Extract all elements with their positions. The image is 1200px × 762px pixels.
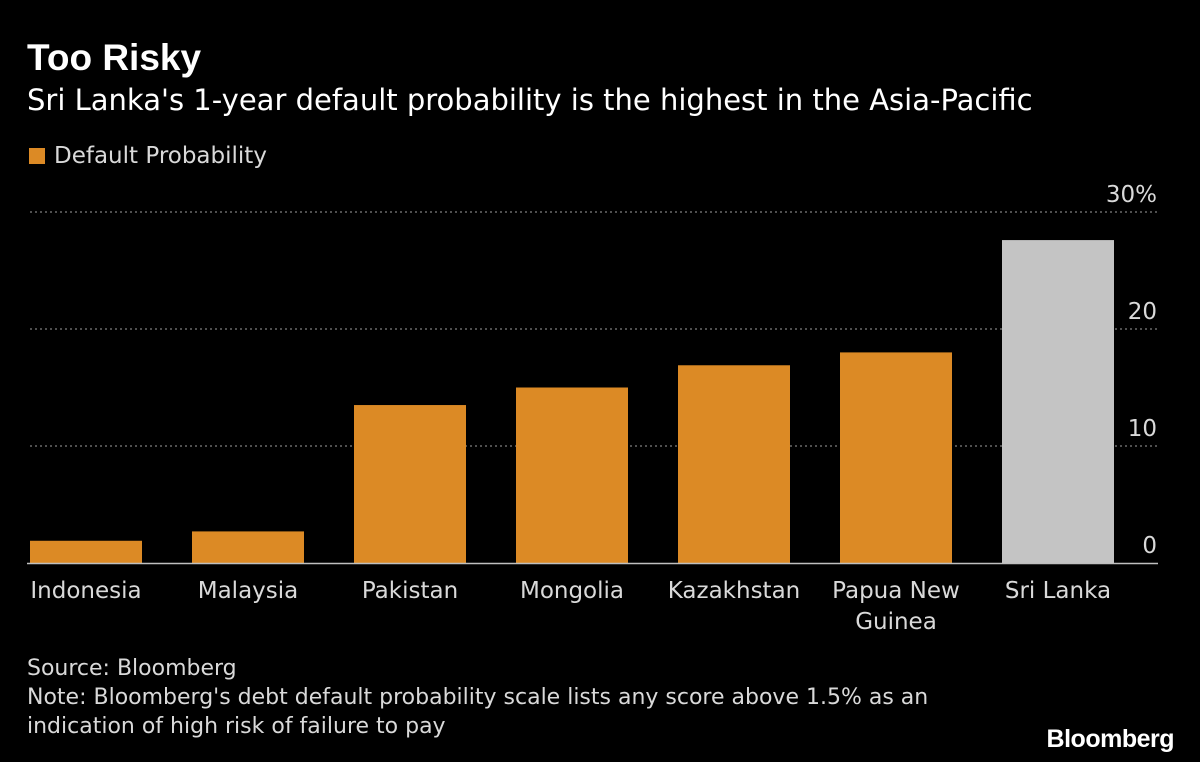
y-tick-label: 10 xyxy=(1128,416,1157,442)
x-tick-label: Pakistan xyxy=(362,578,458,604)
bar xyxy=(354,405,466,563)
x-tick-label: Kazakhstan xyxy=(668,578,801,604)
chart-title: Too Risky xyxy=(27,37,202,78)
legend-label: Default Probability xyxy=(54,143,267,169)
x-tick-label: Papua New xyxy=(832,578,960,604)
bar xyxy=(516,387,628,563)
bloomberg-logo: Bloomberg xyxy=(1046,725,1175,753)
x-tick-label: Guinea xyxy=(855,609,937,635)
x-tick-label: Indonesia xyxy=(30,578,141,604)
x-tick-label: Sri Lanka xyxy=(1005,578,1111,604)
bar xyxy=(192,531,304,563)
bar xyxy=(30,540,142,563)
bar xyxy=(1002,240,1114,563)
chart-subtitle: Sri Lanka's 1-year default probability i… xyxy=(27,83,1033,117)
y-tick-label: 0 xyxy=(1142,533,1157,559)
y-tick-label: 20 xyxy=(1128,299,1157,325)
legend-swatch xyxy=(29,148,45,164)
legend: Default Probability xyxy=(29,141,267,171)
source-note: Source: Bloomberg xyxy=(27,656,237,681)
bar xyxy=(840,352,952,563)
bar xyxy=(678,365,790,563)
chart-footer: Source: Bloomberg Note: Bloomberg's debt… xyxy=(27,654,987,741)
bar-chart: 0 10 20 30% Indonesia Malaysia Pakistan Mongoli… xyxy=(27,182,1158,635)
note-line-1: Note: Bloomberg's debt default probabili… xyxy=(27,685,929,710)
y-tick-label: 30% xyxy=(1106,182,1157,208)
x-tick-label: Mongolia xyxy=(520,578,624,604)
note-line-2: indication of high risk of failure to pa… xyxy=(27,714,446,739)
x-tick-label: Malaysia xyxy=(198,578,299,604)
